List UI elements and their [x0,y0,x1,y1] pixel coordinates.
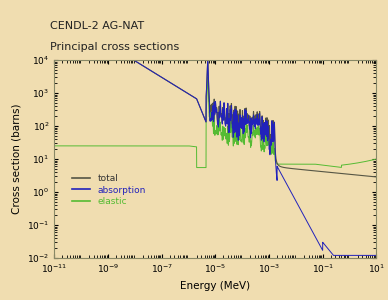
absorption [308,226,313,229]
elastic [68,144,73,148]
absorption [52,48,57,52]
absorption [242,108,247,112]
total [242,107,247,111]
Y-axis label: Cross section (barns): Cross section (barns) [12,104,22,214]
absorption [331,254,336,257]
elastic [168,144,173,148]
elastic [205,75,210,79]
X-axis label: Energy (MeV): Energy (MeV) [180,281,250,291]
absorption [291,194,295,198]
Legend: total, absorption, elastic: total, absorption, elastic [69,170,149,210]
total [374,175,379,179]
Line: total: total [54,50,376,177]
elastic [52,144,57,148]
absorption [168,81,173,85]
total [291,167,295,170]
Text: CENDL-2 AG-NAT: CENDL-2 AG-NAT [50,21,145,31]
absorption [374,254,379,257]
total [68,48,73,52]
elastic [291,162,296,166]
total [52,48,57,52]
total [308,169,313,172]
absorption [256,123,261,127]
total [168,81,173,85]
elastic [257,134,262,137]
Line: absorption: absorption [54,50,376,255]
absorption [68,48,73,52]
Line: elastic: elastic [54,77,376,168]
Text: Principal cross sections: Principal cross sections [50,42,180,52]
elastic [242,127,247,130]
elastic [194,166,199,169]
elastic [308,162,313,166]
total [256,119,261,123]
elastic [374,157,379,161]
